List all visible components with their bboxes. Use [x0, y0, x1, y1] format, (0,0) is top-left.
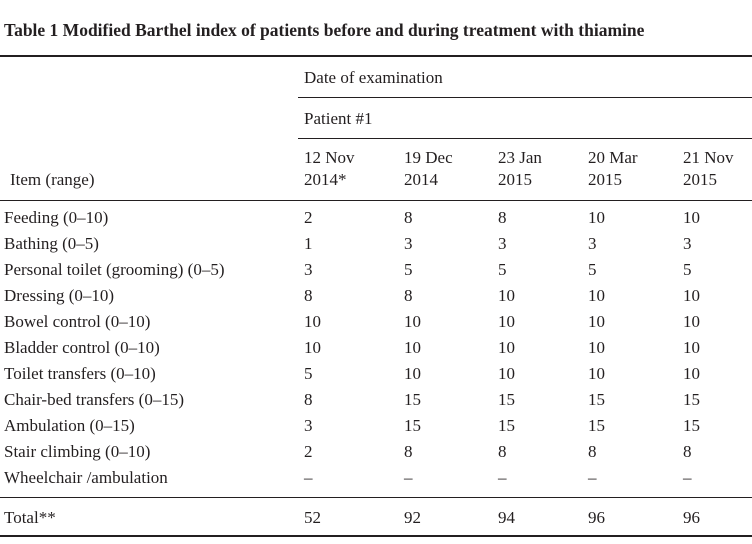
- row-value-cell: 10: [683, 208, 700, 227]
- row-value-cell: 10: [588, 312, 605, 331]
- row-value-cell: 5: [498, 260, 507, 279]
- total-value-cell: 52: [304, 508, 321, 527]
- date-header-line1: 20 Mar: [588, 148, 638, 167]
- total-value-cell: 94: [498, 508, 515, 527]
- row-value-cell: –: [404, 468, 413, 487]
- sub-header: Patient #1: [304, 109, 373, 128]
- header-rule: [0, 200, 752, 201]
- row-value-cell: 8: [683, 442, 692, 461]
- row-item-label: Wheelchair /ambulation: [4, 468, 168, 487]
- row-value-cell: 2: [304, 208, 313, 227]
- row-value-cell: 10: [588, 208, 605, 227]
- row-value-cell: 10: [588, 338, 605, 357]
- row-value-cell: 15: [683, 416, 700, 435]
- row-value-cell: 10: [304, 338, 321, 357]
- row-value-cell: 5: [588, 260, 597, 279]
- row-value-cell: 8: [304, 286, 313, 305]
- row-value-cell: 5: [404, 260, 413, 279]
- row-item-label: Bathing (0–5): [4, 234, 99, 253]
- row-value-cell: 2: [304, 442, 313, 461]
- row-value-cell: –: [683, 468, 692, 487]
- row-value-cell: 3: [498, 234, 507, 253]
- group-header: Date of examination: [304, 68, 443, 87]
- row-value-cell: 15: [498, 390, 515, 409]
- row-value-cell: 10: [498, 338, 515, 357]
- item-header: Item (range): [10, 170, 95, 189]
- row-value-cell: 15: [498, 416, 515, 435]
- row-value-cell: 15: [588, 390, 605, 409]
- row-value-cell: –: [588, 468, 597, 487]
- row-item-label: Bowel control (0–10): [4, 312, 151, 331]
- row-value-cell: 15: [404, 390, 421, 409]
- row-value-cell: 10: [404, 312, 421, 331]
- row-value-cell: 5: [304, 364, 313, 383]
- row-item-label: Stair climbing (0–10): [4, 442, 151, 461]
- row-value-cell: 3: [304, 260, 313, 279]
- total-value-cell: 92: [404, 508, 421, 527]
- top-rule: [0, 55, 752, 57]
- row-value-cell: 15: [683, 390, 700, 409]
- total-value-cell: 96: [683, 508, 700, 527]
- row-value-cell: 8: [304, 390, 313, 409]
- date-header-line2: 2015: [498, 170, 532, 189]
- total-rule: [0, 497, 752, 498]
- row-value-cell: 10: [498, 286, 515, 305]
- row-value-cell: 8: [498, 442, 507, 461]
- row-value-cell: 3: [304, 416, 313, 435]
- row-value-cell: –: [498, 468, 507, 487]
- row-value-cell: 10: [498, 312, 515, 331]
- date-header-line2: 2014: [404, 170, 438, 189]
- sub-header-rule: [298, 138, 752, 139]
- total-label: Total**: [4, 508, 56, 527]
- bottom-rule: [0, 535, 752, 537]
- date-header-line2: 2014*: [304, 170, 347, 189]
- row-value-cell: 10: [404, 338, 421, 357]
- date-header-line1: 19 Dec: [404, 148, 453, 167]
- row-value-cell: 5: [683, 260, 692, 279]
- row-value-cell: 10: [588, 364, 605, 383]
- date-header-line2: 2015: [683, 170, 717, 189]
- row-value-cell: 8: [498, 208, 507, 227]
- row-value-cell: 10: [683, 286, 700, 305]
- date-header-line1: 23 Jan: [498, 148, 542, 167]
- row-value-cell: 10: [683, 364, 700, 383]
- row-value-cell: 1: [304, 234, 313, 253]
- total-value-cell: 96: [588, 508, 605, 527]
- row-value-cell: 8: [404, 286, 413, 305]
- date-header-line1: 21 Nov: [683, 148, 734, 167]
- table-title: Table 1 Modified Barthel index of patien…: [4, 20, 645, 40]
- row-value-cell: 15: [404, 416, 421, 435]
- row-item-label: Chair-bed transfers (0–15): [4, 390, 184, 409]
- row-item-label: Feeding (0–10): [4, 208, 109, 227]
- row-value-cell: 8: [404, 208, 413, 227]
- row-value-cell: 10: [498, 364, 515, 383]
- row-value-cell: 8: [588, 442, 597, 461]
- row-value-cell: 10: [304, 312, 321, 331]
- row-value-cell: 8: [404, 442, 413, 461]
- row-item-label: Bladder control (0–10): [4, 338, 160, 357]
- row-item-label: Personal toilet (grooming) (0–5): [4, 260, 225, 279]
- date-header-line2: 2015: [588, 170, 622, 189]
- row-value-cell: 3: [404, 234, 413, 253]
- row-value-cell: 10: [588, 286, 605, 305]
- row-value-cell: 10: [404, 364, 421, 383]
- row-item-label: Dressing (0–10): [4, 286, 115, 305]
- row-item-label: Toilet transfers (0–10): [4, 364, 156, 383]
- group-header-rule: [298, 97, 752, 98]
- row-value-cell: 3: [588, 234, 597, 253]
- date-header-line1: 12 Nov: [304, 148, 355, 167]
- row-value-cell: 10: [683, 338, 700, 357]
- row-value-cell: 15: [588, 416, 605, 435]
- row-value-cell: 10: [683, 312, 700, 331]
- row-item-label: Ambulation (0–15): [4, 416, 135, 435]
- row-value-cell: –: [304, 468, 313, 487]
- row-value-cell: 3: [683, 234, 692, 253]
